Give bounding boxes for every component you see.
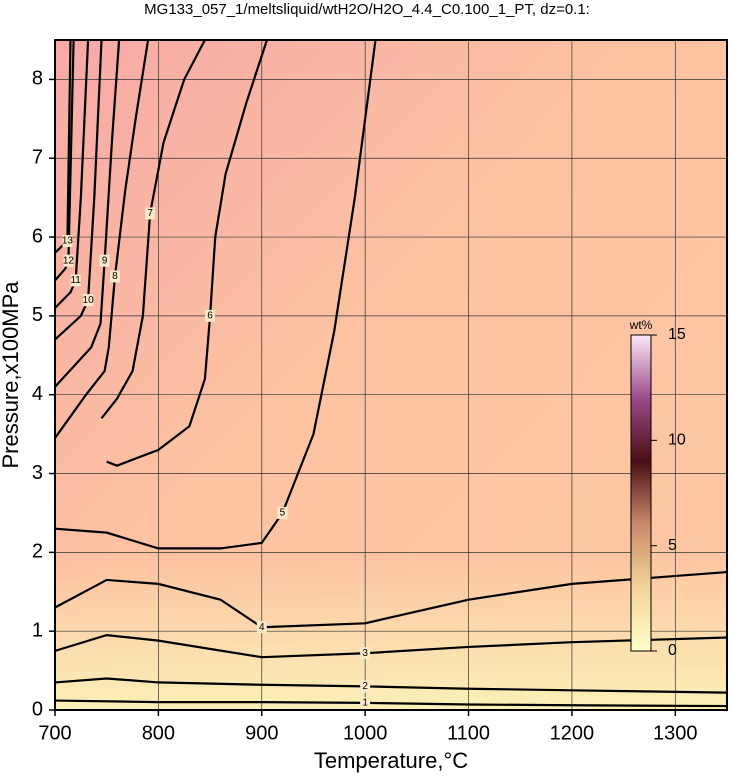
contour-label-box: [360, 696, 371, 709]
contour-label-box: [145, 207, 156, 220]
contour-label: 1: [362, 698, 368, 709]
contour-label: 3: [362, 648, 368, 659]
contour-label: 2: [362, 681, 368, 692]
colorbar-tick-label: 10: [668, 432, 686, 449]
colorbar-tick-label: 15: [668, 326, 686, 343]
x-tick-label: 1100: [447, 722, 490, 744]
x-tick-label: 1000: [343, 722, 388, 744]
contour-line: [54, 39, 377, 550]
contour-label: 11: [70, 275, 81, 286]
contour-label: 8: [112, 271, 118, 282]
contour-label: 5: [280, 508, 286, 519]
contour-label-box: [62, 235, 73, 247]
contour-line: [54, 39, 121, 388]
y-tick-label: 3: [32, 462, 43, 484]
y-tick-label: 4: [32, 383, 43, 405]
y-tick-label: 5: [32, 304, 43, 326]
y-tick-label: 6: [32, 225, 43, 247]
x-tick-label: 800: [142, 722, 175, 744]
contour-line: [54, 634, 728, 659]
x-tick-label: 1200: [550, 722, 595, 744]
contour-line: [100, 39, 206, 420]
y-tick-label: 2: [32, 541, 43, 563]
contour-label: 9: [102, 255, 108, 266]
contour-label-box: [99, 254, 110, 267]
chart-title: MG133_057_1/meltsliquid/wtH2O/H2O_4.4_C0…: [144, 1, 590, 18]
contour-label-box: [63, 254, 74, 267]
contour-line: [54, 677, 728, 694]
colorbar-tick-label: 0: [668, 642, 677, 659]
contour-label: 12: [63, 255, 75, 266]
contour-line: [106, 39, 268, 467]
contour-label: 6: [207, 311, 213, 322]
colorbar-ticks: 0 5 10 15: [651, 326, 686, 659]
colorbar-label: wt%: [629, 318, 653, 332]
contour-label-box: [360, 647, 371, 660]
contour-label-box: [205, 309, 216, 322]
colorbar: [630, 334, 652, 652]
colorbar-tick-label: 5: [668, 537, 677, 554]
y-tick-label: 0: [32, 698, 43, 720]
contour-label-box: [360, 680, 371, 693]
contour-label-box: [70, 274, 81, 287]
x-axis-label: Temperature,°C: [314, 748, 468, 773]
contour-label: 13: [62, 236, 74, 247]
contour-label-box: [109, 270, 120, 283]
contour-label: 10: [83, 295, 95, 306]
y-tick-label: 8: [32, 68, 43, 90]
contour-label-box: [256, 621, 267, 634]
x-tick-label: 700: [38, 722, 71, 744]
contour-label-box: [83, 294, 94, 307]
contour-label: 7: [147, 208, 153, 219]
contour-line: [54, 39, 150, 439]
contour-label: 4: [259, 622, 265, 633]
y-axis-label: Pressure,x100MPa: [0, 281, 23, 469]
plot-frame: [54, 39, 728, 711]
contour-label-box: [277, 506, 288, 519]
y-tick-label: 7: [32, 147, 43, 169]
y-tick-label: 1: [32, 619, 43, 641]
x-tick-label: 900: [245, 722, 278, 744]
x-tick-label: 1300: [653, 722, 698, 744]
